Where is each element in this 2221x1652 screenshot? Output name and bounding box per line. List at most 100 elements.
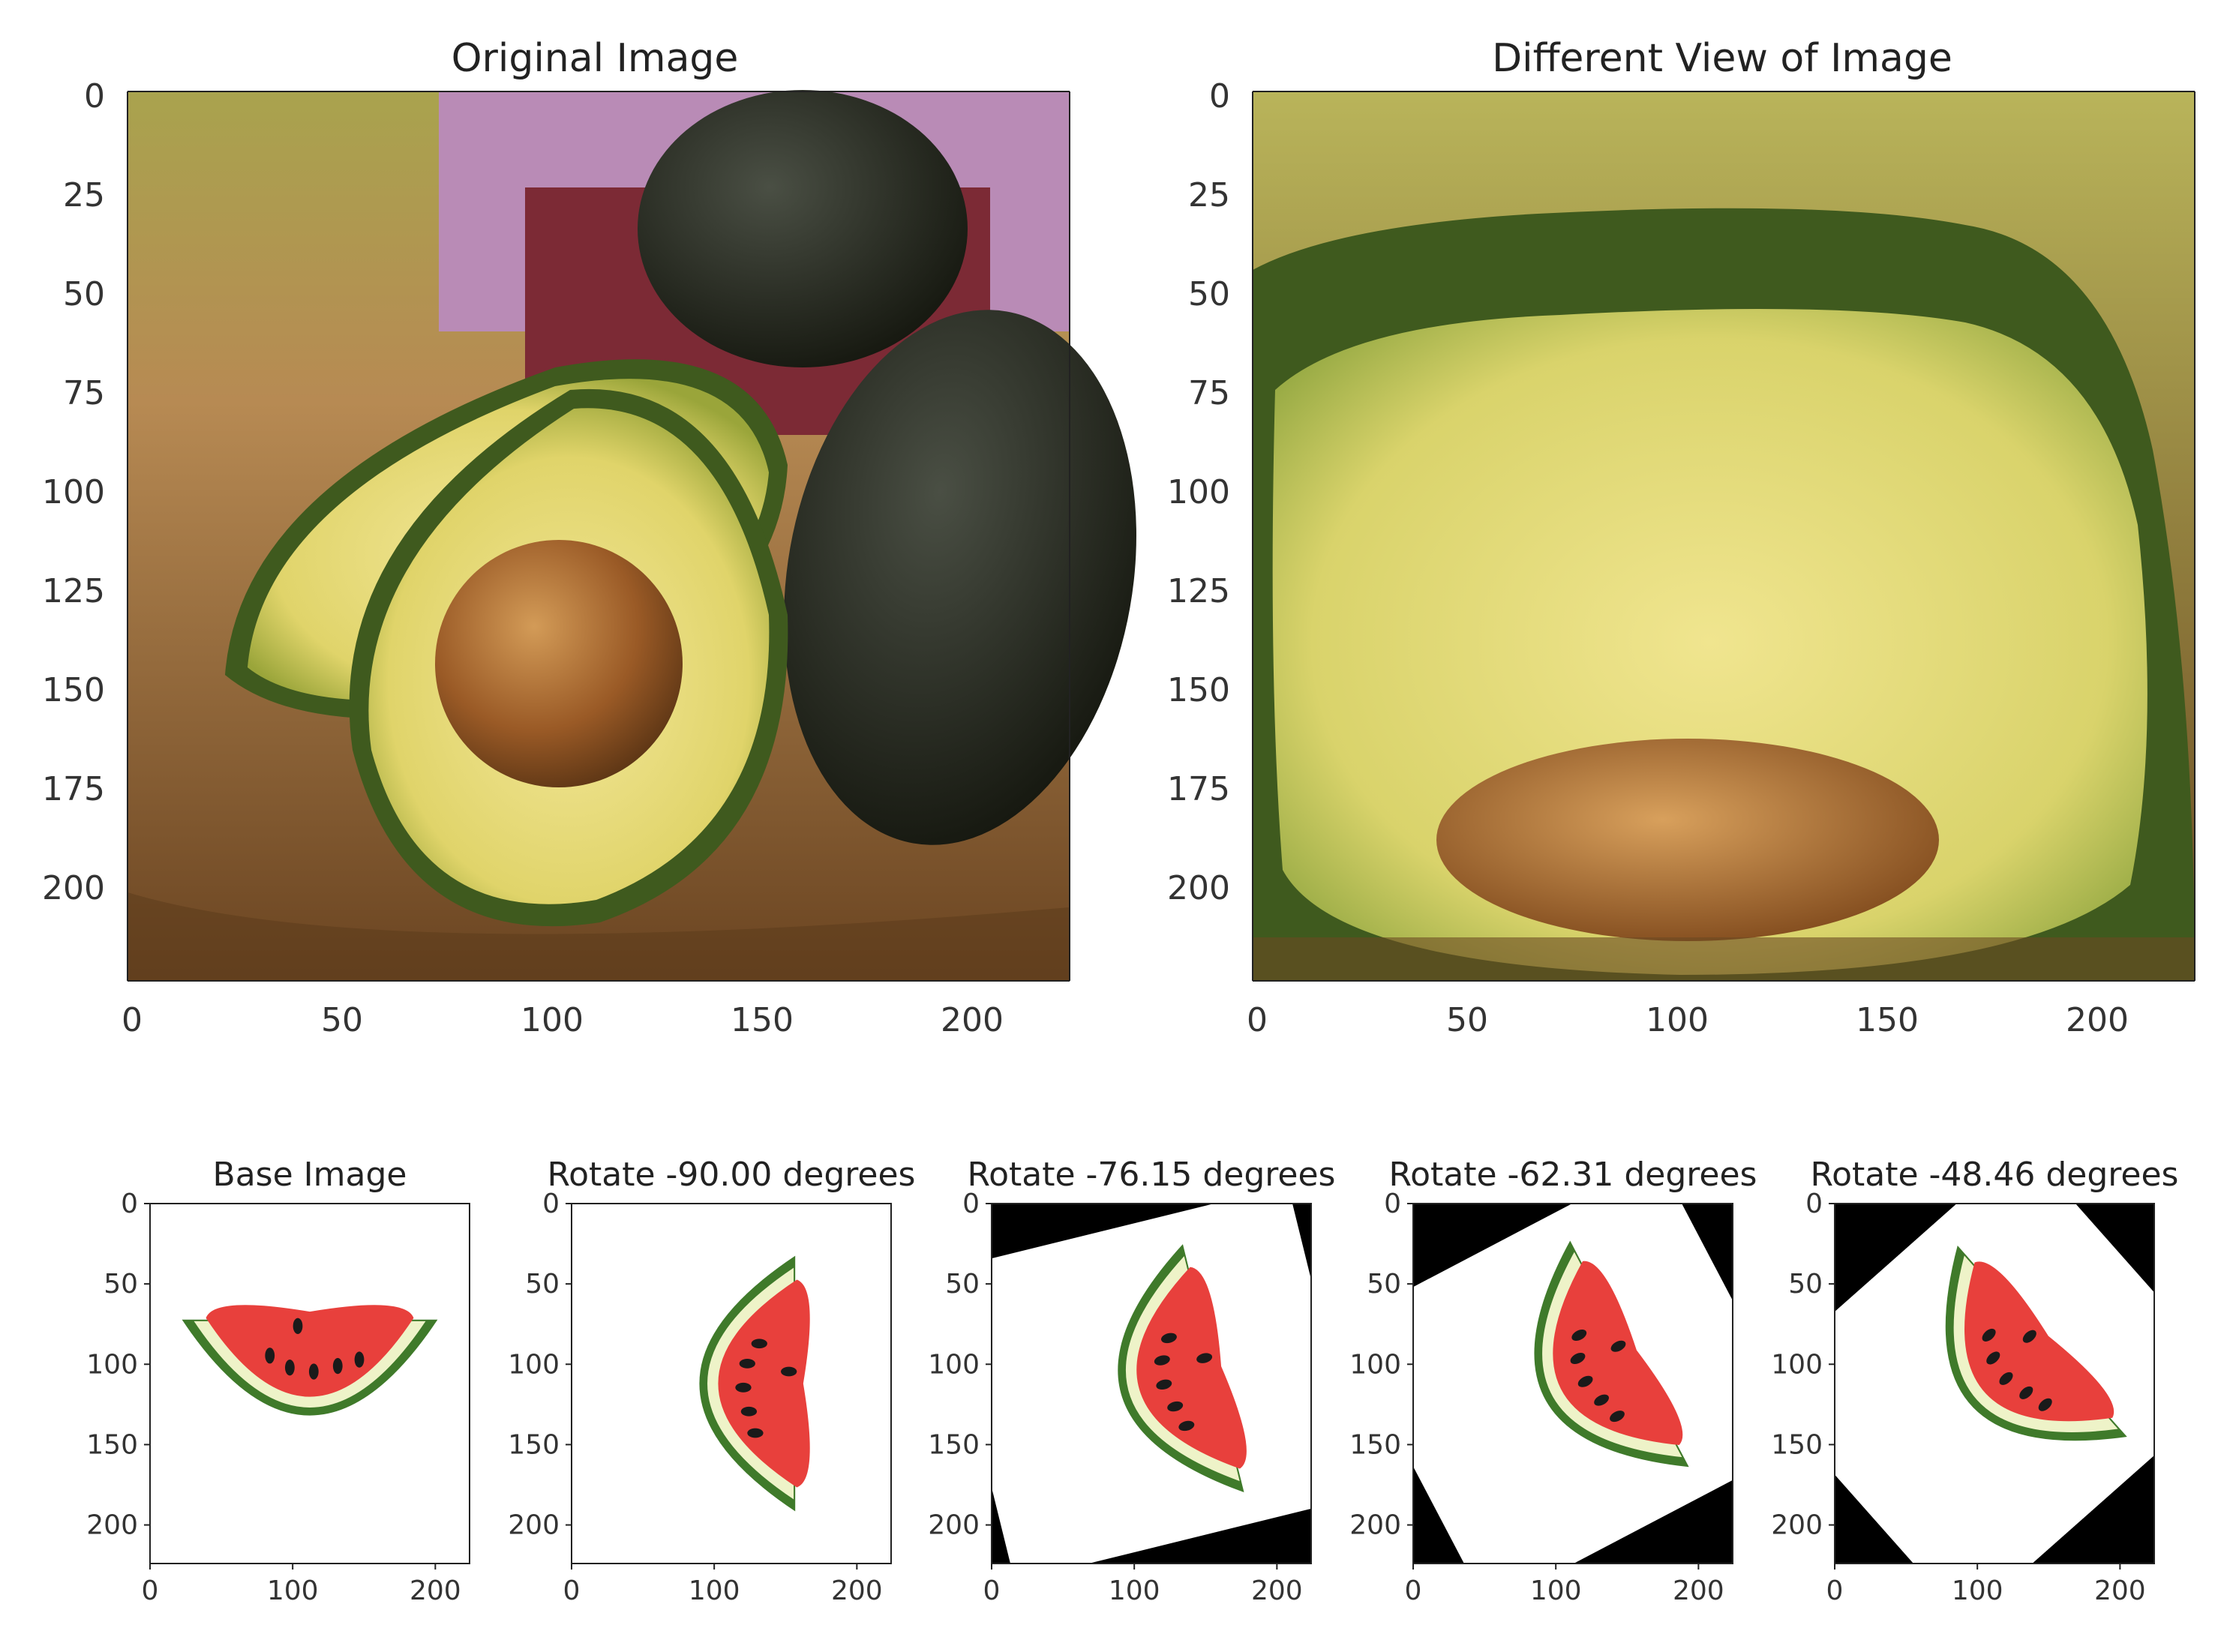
y-tick-label: 0 [1384,1189,1401,1219]
x-tick-label: 200 [941,1001,1004,1039]
x-tick-label: 100 [1109,1576,1160,1606]
y-tick-label: 50 [1188,275,1230,313]
panel-title: Rotate -76.15 degrees [968,1156,1336,1194]
watermelon-image [1835,1204,2154,1564]
x-tick-label: 100 [689,1576,740,1606]
y-tick-label: 75 [1188,374,1230,412]
y-tick-label: 175 [42,770,105,808]
x-tick-label: 0 [122,1001,143,1039]
x-tick-label: 0 [1247,1001,1268,1039]
axes-frame [1412,1203,1733,1564]
y-tick-label: 0 [962,1189,980,1219]
avocado-photo [128,90,1136,981]
y-tick-label: 200 [42,869,105,907]
y-tick-label: 150 [1167,671,1230,709]
y-tick-label: 50 [1788,1269,1823,1300]
panel-title: Rotate -48.46 degrees [1811,1156,2179,1194]
axes-frame [991,1203,1312,1564]
x-tick-label: 0 [1405,1576,1422,1606]
y-tick-label: 200 [1349,1510,1401,1541]
y-tick-label: 150 [508,1429,560,1460]
x-tick-label: 100 [521,1001,584,1039]
y-tick-label: 50 [945,1269,980,1300]
x-tick-label: 200 [1251,1576,1303,1606]
zoomed-avocado-photo [1253,91,2195,981]
rotation-panels: Base Image 0 100 200 0 50 100 150 200 Rotate -90.… [86,1156,2179,1606]
y-tick-labels: 0 25 50 75 100 125 150 175 200 [1167,77,1230,907]
y-tick-label: 200 [928,1510,980,1541]
x-tick-label: 100 [1646,1001,1709,1039]
x-tick-label: 50 [1446,1001,1488,1039]
axes-frame [571,1203,892,1564]
y-tick-label: 50 [104,1269,138,1300]
y-tick-label: 50 [525,1269,560,1300]
y-tick-label: 50 [1367,1269,1401,1300]
watermelon-image [572,1204,891,1564]
y-tick-label: 200 [508,1510,560,1541]
x-tick-label: 200 [410,1576,461,1606]
y-tick-label: 50 [63,275,105,313]
panel-title: Rotate -90.00 degrees [548,1156,916,1194]
y-tick-label: 25 [63,176,105,214]
y-tick-label: 75 [63,374,105,412]
y-tick-label: 100 [42,473,105,511]
rotation-panel: Base Image 0 100 200 0 50 100 150 200 [86,1156,470,1606]
y-tick-label: 0 [1209,77,1230,115]
panel-title: Base Image [213,1156,407,1194]
y-tick-label: 200 [1167,869,1230,907]
panel-title: Different View of Image [1492,36,1952,81]
y-axis [1252,91,2195,981]
y-tick-label: 125 [42,572,105,610]
x-tick-label: 200 [2066,1001,2129,1039]
different-view-panel: Different View of Image 0 50 100 150 200… [1167,36,2195,1039]
y-tick-label: 100 [1771,1349,1823,1380]
x-tick-label: 0 [983,1576,1001,1606]
y-tick-label: 200 [1771,1510,1823,1541]
y-tick-label: 0 [1805,1189,1823,1219]
y-tick-label: 0 [542,1189,560,1219]
x-tick-label: 0 [142,1576,159,1606]
x-tick-label: 200 [831,1576,883,1606]
y-tick-label: 150 [928,1429,980,1460]
y-tick-label: 150 [42,671,105,709]
y-tick-label: 150 [86,1429,138,1460]
y-tick-label: 200 [86,1510,138,1541]
x-tick-label: 200 [2094,1576,2146,1606]
panel-title: Original Image [452,36,739,81]
x-tick-labels: 0 50 100 150 200 [1247,1001,2129,1039]
y-tick-label: 150 [1349,1429,1401,1460]
x-tick-label: 0 [563,1576,581,1606]
axes-frame [1834,1203,2155,1564]
y-tick-label: 125 [1167,572,1230,610]
y-tick-label: 100 [1167,473,1230,511]
x-tick-label: 100 [1530,1576,1582,1606]
y-tick-label: 100 [508,1349,560,1380]
y-tick-labels: 0 25 50 75 100 125 150 175 200 [42,77,105,907]
y-tick-label: 0 [84,77,105,115]
y-tick-label: 100 [86,1349,138,1380]
x-tick-label: 50 [321,1001,363,1039]
x-tick-label: 150 [1856,1001,1919,1039]
y-tick-label: 0 [121,1189,138,1219]
y-tick-label: 175 [1167,770,1230,808]
x-tick-label: 0 [1826,1576,1844,1606]
y-axis [127,91,1070,981]
y-tick-label: 25 [1188,176,1230,214]
y-tick-label: 100 [928,1349,980,1380]
axes-frame [149,1203,470,1564]
y-tick-label: 100 [1349,1349,1401,1380]
panel-title: Rotate -62.31 degrees [1389,1156,1757,1194]
x-tick-label: 100 [1952,1576,2003,1606]
x-tick-label: 150 [731,1001,794,1039]
x-tick-label: 100 [267,1576,319,1606]
watermelon-image [150,1204,470,1564]
watermelon-image [992,1204,1311,1564]
x-tick-labels: 0 50 100 150 200 [122,1001,1004,1039]
watermelon-image [1413,1204,1733,1564]
x-tick-label: 200 [1673,1576,1724,1606]
